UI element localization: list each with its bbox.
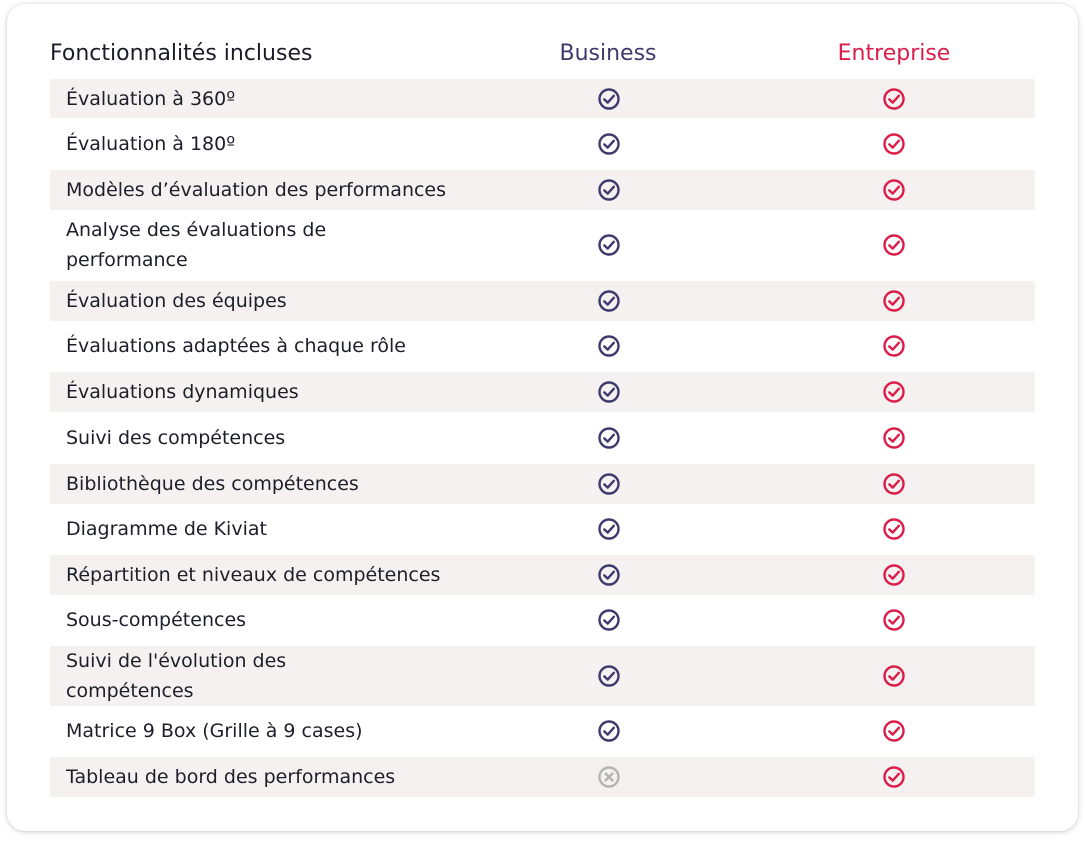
- enterprise-check-icon: [882, 132, 906, 156]
- feature-label: Tableau de bord des performances: [66, 766, 396, 788]
- feature-row: Répartition et niveaux de compétences: [50, 555, 1035, 595]
- feature-row: Modèles d’évaluation des performances: [50, 170, 1035, 210]
- enterprise-check-icon: [882, 719, 906, 743]
- feature-row: Bibliothèque des compétences: [50, 464, 1035, 504]
- business-check-icon: [597, 380, 621, 404]
- feature-label: Évaluation à 360º: [66, 87, 236, 110]
- business-check-icon: [597, 719, 621, 743]
- enterprise-check-icon: [882, 472, 906, 496]
- feature-row: Suivi des compétences: [50, 418, 1035, 458]
- feature-row: Analyse des évaluations de performance: [50, 215, 1035, 275]
- feature-label: Suivi des compétences: [66, 427, 286, 449]
- feature-row: Évaluation à 180º: [50, 124, 1035, 164]
- feature-label: Répartition et niveaux de compétences: [66, 564, 441, 586]
- enterprise-check-icon: [882, 289, 906, 313]
- enterprise-check-icon: [882, 563, 906, 587]
- business-check-icon: [597, 87, 621, 111]
- feature-row: Tableau de bord des performances: [50, 757, 1035, 797]
- enterprise-check-icon: [882, 664, 906, 688]
- enterprise-check-icon: [882, 426, 906, 450]
- enterprise-plan-title: Entreprise: [837, 41, 951, 66]
- business-check-icon: [597, 608, 621, 632]
- feature-row: Diagramme de Kiviat: [50, 509, 1035, 549]
- enterprise-check-icon: [882, 233, 906, 257]
- enterprise-check-icon: [882, 765, 906, 789]
- enterprise-check-icon: [882, 178, 906, 202]
- business-check-icon: [597, 178, 621, 202]
- enterprise-check-icon: [882, 517, 906, 541]
- business-check-icon: [597, 233, 621, 257]
- feature-label: Bibliothèque des compétences: [66, 473, 359, 495]
- feature-row: Évaluations dynamiques: [50, 372, 1035, 412]
- feature-label: Suivi de l'évolution des compétences: [66, 650, 287, 702]
- feature-row: Évaluation à 360º: [50, 79, 1035, 118]
- feature-label: Évaluations adaptées à chaque rôle: [66, 335, 406, 357]
- feature-label: Analyse des évaluations de performance: [66, 219, 327, 271]
- business-check-icon: [597, 664, 621, 688]
- feature-label: Matrice 9 Box (Grille à 9 cases): [66, 720, 363, 742]
- business-check-icon: [597, 563, 621, 587]
- enterprise-check-icon: [882, 334, 906, 358]
- feature-row: Évaluations adaptées à chaque rôle: [50, 326, 1035, 366]
- feature-row: Matrice 9 Box (Grille à 9 cases): [50, 711, 1035, 751]
- business-plan-title: Business: [559, 41, 657, 66]
- business-check-icon: [597, 517, 621, 541]
- business-check-icon: [597, 289, 621, 313]
- feature-label: Évaluations dynamiques: [66, 381, 299, 403]
- business-check-icon: [597, 334, 621, 358]
- feature-row: Suivi de l'évolution des compétences: [50, 646, 1035, 706]
- feature-row: Sous-compétences: [50, 600, 1035, 640]
- business-check-icon: [597, 472, 621, 496]
- feature-label: Modèles d’évaluation des performances: [66, 179, 447, 201]
- business-unavailable-icon: [597, 765, 621, 789]
- feature-label: Diagramme de Kiviat: [66, 518, 267, 540]
- features-column-title: Fonctionnalités incluses: [50, 41, 313, 66]
- enterprise-check-icon: [882, 380, 906, 404]
- feature-label: Évaluation des équipes: [66, 290, 287, 312]
- comparison-table-header: Fonctionnalités incluses Business Entrep…: [50, 38, 1035, 74]
- enterprise-check-icon: [882, 608, 906, 632]
- enterprise-check-icon: [882, 87, 906, 111]
- feature-row: Évaluation des équipes: [50, 281, 1035, 321]
- business-check-icon: [597, 426, 621, 450]
- feature-label: Sous-compétences: [66, 609, 247, 631]
- feature-label: Évaluation à 180º: [66, 133, 236, 155]
- business-check-icon: [597, 132, 621, 156]
